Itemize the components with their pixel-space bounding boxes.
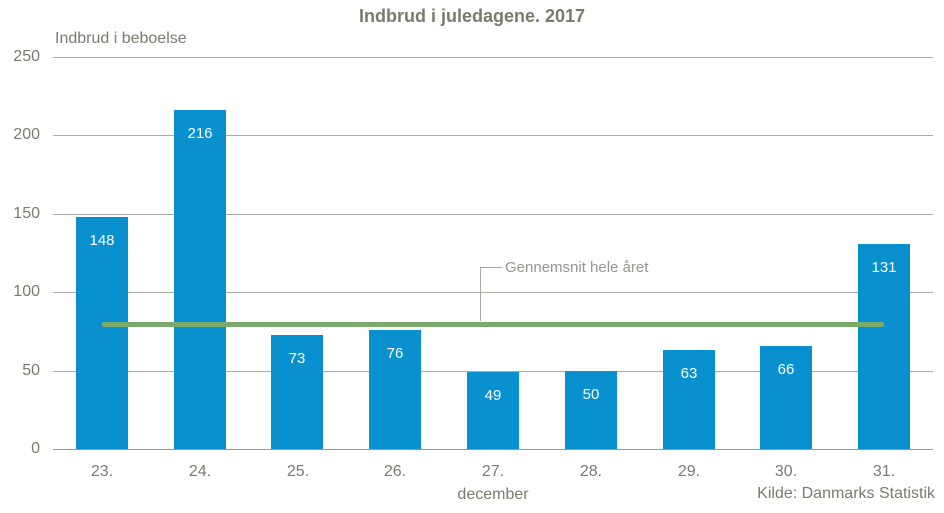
bar-value-label: 73 xyxy=(288,350,306,367)
bar xyxy=(565,371,617,449)
x-tick-label: 30. xyxy=(774,463,798,480)
bar-value-label: 66 xyxy=(777,361,795,378)
x-tick-label: 25. xyxy=(286,463,310,480)
bar-value-label: 63 xyxy=(680,365,698,382)
y-axis-title: Indbrud i beboelse xyxy=(55,30,187,47)
x-axis-line xyxy=(53,449,933,450)
gridline xyxy=(53,214,933,215)
y-tick-label: 150 xyxy=(13,205,40,222)
x-tick-label: 24. xyxy=(188,463,212,480)
source-label: Kilde: Danmarks Statistik xyxy=(757,485,935,502)
average-line xyxy=(102,322,884,327)
bar xyxy=(174,110,226,449)
gridline xyxy=(53,371,933,372)
bar xyxy=(271,335,323,449)
bar-value-label: 76 xyxy=(386,345,404,362)
x-tick-label: 31. xyxy=(872,463,896,480)
y-tick-label: 100 xyxy=(13,283,40,300)
bar xyxy=(760,346,812,449)
y-tick-label: 200 xyxy=(13,126,40,143)
bar-value-label: 148 xyxy=(89,232,115,249)
bar-value-label: 50 xyxy=(582,386,600,403)
y-tick-label: 0 xyxy=(31,440,40,457)
x-tick-label: 23. xyxy=(90,463,114,480)
gridline xyxy=(53,135,933,136)
x-tick-label: 26. xyxy=(383,463,407,480)
annotation-connector-vertical-line xyxy=(480,267,481,321)
gridline xyxy=(53,57,933,58)
chart-title: Indbrud i juledagene. 2017 xyxy=(358,6,586,26)
bar xyxy=(467,372,519,449)
x-tick-label: 27. xyxy=(481,463,505,480)
annotation-connector-horizontal-line xyxy=(481,267,502,268)
gridline xyxy=(53,292,933,293)
bar-value-label: 131 xyxy=(871,259,897,276)
bar xyxy=(76,217,128,449)
y-tick-label: 50 xyxy=(22,362,40,379)
x-axis-group-label: december xyxy=(457,486,529,503)
bar xyxy=(663,350,715,449)
average-line-label: Gennemsnit hele året xyxy=(505,259,649,276)
bar xyxy=(369,330,421,449)
y-tick-label: 250 xyxy=(13,48,40,65)
x-tick-label: 28. xyxy=(579,463,603,480)
x-tick-label: 29. xyxy=(677,463,701,480)
bar-value-label: 216 xyxy=(187,125,213,142)
bar xyxy=(858,244,910,449)
bar-value-label: 49 xyxy=(484,387,502,404)
